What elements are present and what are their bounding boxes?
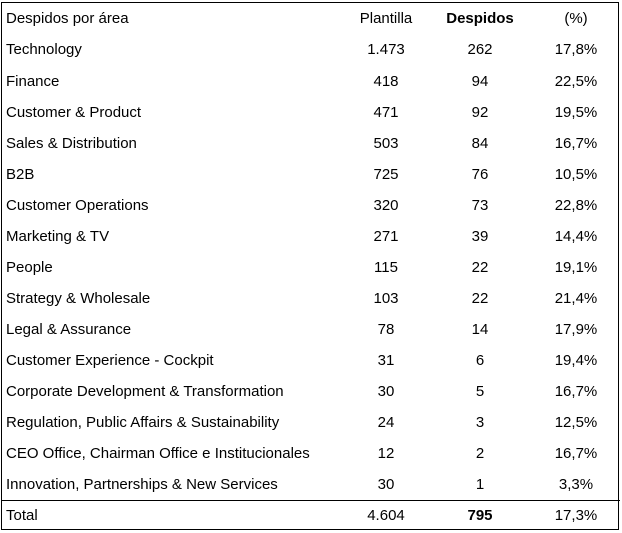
cell-plantilla: 725 [373,166,399,183]
cell-pct: 22,8% [554,197,598,214]
cell-area: Corporate Development & Transformation [6,383,284,400]
table-row: Technology 1.473 262 17,8% [2,34,620,66]
cell-plantilla: 78 [377,321,395,338]
cell-area: Technology [6,41,82,58]
cell-plantilla: 1.473 [367,41,405,58]
cell-area: CEO Office, Chairman Office e Institucio… [6,445,310,462]
cell-pct: 19,5% [554,104,598,121]
cell-area: Sales & Distribution [6,135,137,152]
cell-plantilla: 320 [373,197,399,214]
cell-plantilla: 103 [373,290,399,307]
cell-pct: 22,5% [554,73,598,90]
cell-plantilla: 115 [374,259,398,276]
cell-despidos: 73 [471,197,489,214]
cell-plantilla: 31 [377,352,395,369]
table-row: People 115 22 19,1% [2,252,620,283]
cell-area: Strategy & Wholesale [6,290,151,307]
cell-pct: 21,4% [554,290,598,307]
cell-pct: 10,5% [554,166,598,183]
cell-despidos: 76 [471,166,489,183]
cell-plantilla: 271 [373,228,399,245]
cell-pct: 16,7% [554,383,598,400]
cell-area: Customer Experience - Cockpit [6,352,214,369]
cell-plantilla: 503 [373,135,399,152]
cell-plantilla: 471 [373,104,399,121]
cell-area: Finance [6,73,60,90]
cell-despidos: 92 [471,104,489,121]
cell-area: Customer Operations [6,197,149,214]
table-row: Marketing & TV 271 39 14,4% [2,221,620,252]
cell-despidos: 262 [467,41,493,58]
cell-plantilla: 12 [377,445,395,462]
total-row: Total 4.604 795 17,3% [2,500,620,531]
cell-despidos: 2 [475,445,485,462]
table-row: Customer & Product 471 92 19,5% [2,97,620,128]
cell-pct: 17,9% [554,321,598,338]
layoffs-table-grid: Despidos por área Plantilla Despidos (%)… [2,3,620,531]
cell-despidos: 3 [475,414,485,431]
header-pct: (%) [564,9,588,27]
cell-area: Marketing & TV [6,228,110,245]
cell-despidos: 5 [475,383,485,400]
cell-area: Regulation, Public Affairs & Sustainabil… [6,414,280,431]
total-despidos: 795 [432,500,528,531]
header-row: Despidos por área Plantilla Despidos (%) [2,3,620,34]
cell-area: Innovation, Partnerships & New Services [6,476,278,493]
cell-pct: 19,1% [554,259,598,276]
cell-plantilla: 30 [377,476,395,493]
cell-pct: 12,5% [554,414,598,431]
header-plantilla: Plantilla [359,9,413,27]
cell-pct: 16,7% [554,135,598,152]
total-area: Total [2,500,330,531]
cell-area: Legal & Assurance [6,321,132,338]
cell-despidos: 14 [471,321,489,338]
cell-plantilla: 418 [373,73,399,90]
cell-despidos: 22 [471,259,489,276]
cell-plantilla: 24 [377,414,395,431]
cell-despidos: 94 [471,73,489,90]
cell-area: B2B [6,166,35,183]
table-row: Strategy & Wholesale 103 22 21,4% [2,283,620,314]
cell-despidos: 39 [471,228,489,245]
cell-despidos: 84 [471,135,489,152]
table-row: Sales & Distribution 503 84 16,7% [2,128,620,159]
cell-despidos: 22 [471,290,489,307]
cell-plantilla: 30 [377,383,395,400]
total-pct: 17,3% [528,500,620,531]
table-row: Customer Operations 320 73 22,8% [2,190,620,221]
table-row: Regulation, Public Affairs & Sustainabil… [2,407,620,438]
cell-pct: 17,8% [554,41,598,58]
table-header: Despidos por área Plantilla Despidos (%) [2,3,620,34]
cell-despidos: 6 [475,352,485,369]
total-plantilla: 4.604 [330,500,432,531]
table-row: Innovation, Partnerships & New Services 3… [2,469,620,501]
table-row: B2B 725 76 10,5% [2,159,620,190]
table-row: Legal & Assurance 78 14 17,9% [2,314,620,345]
cell-area: Customer & Product [6,104,142,121]
cell-pct: 19,4% [554,352,598,369]
cell-area: People [6,259,53,276]
table-row: Corporate Development & Transformation 30… [2,376,620,407]
cell-despidos: 1 [475,476,485,493]
table-body: Technology 1.473 262 17,8% Finance 418 94 22,5%… [2,34,620,501]
cell-pct: 14,4% [554,228,598,245]
header-despidos: Despidos [446,9,514,27]
table-row: Finance 418 94 22,5% [2,66,620,97]
table-row: CEO Office, Chairman Office e Institucio… [2,438,620,469]
cell-pct: 3,3% [558,476,594,493]
header-area: Despidos por área [6,9,129,27]
table-footer: Total 4.604 795 17,3% [2,500,620,531]
table-row: Customer Experience - Cockpit 31 6 19,4% [2,345,620,376]
cell-pct: 16,7% [554,445,598,462]
